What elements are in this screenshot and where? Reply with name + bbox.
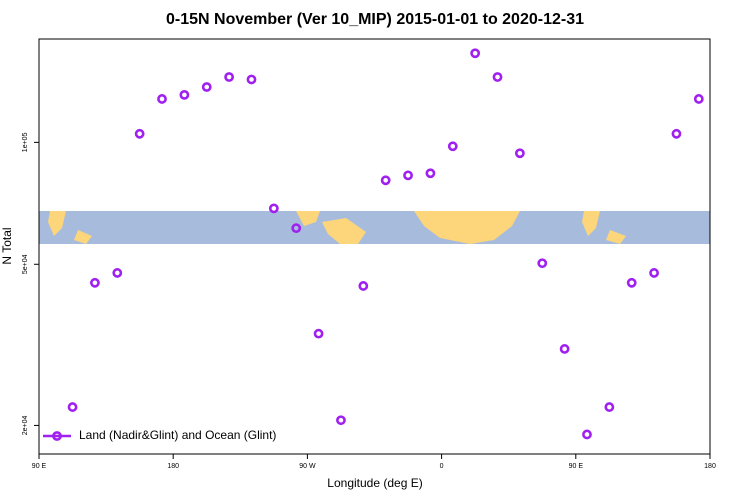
land [48, 211, 626, 244]
data-point [90, 277, 100, 288]
data-point [559, 344, 570, 354]
data-point [112, 268, 123, 278]
map-band [39, 211, 710, 244]
data-point [157, 94, 167, 104]
x-tick-label: 90 E [569, 463, 584, 470]
y-tick-label: 1e+05 [22, 132, 29, 152]
chart-title: 0-15N November (Ver 10_MIP) 2015-01-01 t… [166, 11, 584, 28]
data-point [179, 89, 190, 100]
y-axis-label: N Total [0, 227, 14, 264]
data-point [246, 74, 257, 85]
data-point [224, 72, 235, 82]
data-point [582, 429, 592, 440]
x-tick-label: 180 [704, 463, 716, 470]
x-tick-label: 0 [440, 463, 444, 470]
x-tick-label: 90 E [32, 463, 47, 470]
data-point [626, 277, 637, 288]
data-point [514, 148, 525, 159]
data-point [537, 258, 548, 269]
data-point [67, 402, 78, 412]
y-tick-label: 5e+04 [22, 254, 29, 274]
data-point [671, 128, 682, 139]
data-point [380, 175, 391, 186]
data-point [604, 402, 615, 412]
data-point [201, 82, 212, 92]
data-point [336, 415, 346, 426]
data-point [313, 328, 324, 339]
plot-frame [38, 38, 711, 455]
data-point [447, 141, 458, 152]
data-point [403, 170, 413, 181]
y-tick-label: 2e+04 [22, 415, 29, 435]
x-tick-label: 180 [167, 463, 179, 470]
data-point [470, 48, 481, 59]
data-point [291, 223, 302, 234]
data-point [649, 268, 659, 278]
x-tick-label: 90 W [299, 463, 316, 470]
data-point [268, 203, 279, 214]
data-point [358, 281, 369, 291]
data-point [492, 72, 503, 82]
legend-marker [52, 431, 62, 441]
legend-label: Land (Nadir&Glint) and Ocean (Glint) [79, 428, 276, 442]
data-point [693, 94, 704, 104]
x-axis-label: Longitude (deg E) [327, 476, 422, 490]
data-point [425, 168, 436, 179]
data-point [134, 128, 145, 139]
